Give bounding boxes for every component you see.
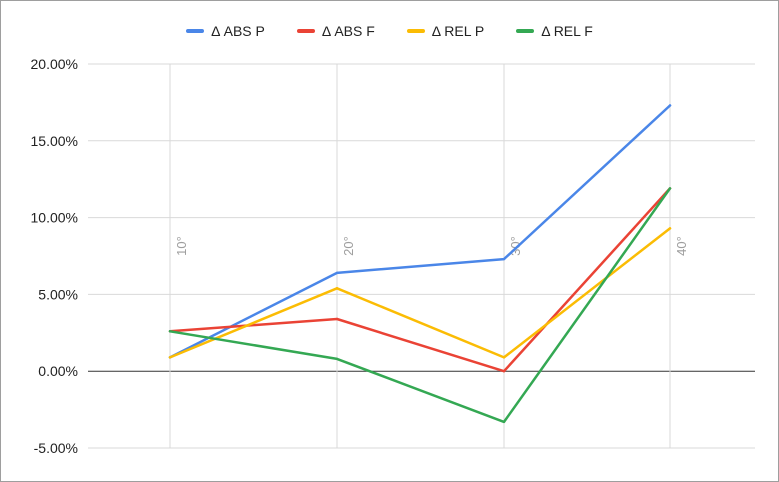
data-point-rel-p[interactable] (168, 356, 172, 359)
legend-swatch-rel-f (516, 29, 535, 33)
data-point-rel-f[interactable] (668, 187, 672, 190)
data-point-abs-f[interactable] (335, 317, 339, 321)
data-point-rel-f[interactable] (335, 357, 339, 361)
y-tick-label: 5.00% (38, 286, 78, 302)
legend-label-rel-p: Δ REL P (431, 23, 485, 39)
y-tick-label: 20.00% (31, 56, 78, 72)
legend-label-rel-f: Δ REL F (541, 23, 593, 39)
data-point-rel-p[interactable] (335, 287, 339, 290)
series-line-abs-f[interactable] (168, 187, 672, 373)
legend-item-abs-f[interactable]: Δ ABS F (296, 23, 375, 39)
data-point-abs-p[interactable] (335, 271, 339, 275)
x-tick-label: 20° (341, 236, 356, 256)
data-point-rel-f[interactable] (168, 330, 172, 333)
series-line-rel-f[interactable] (168, 187, 672, 424)
y-tick-label: 15.00% (31, 133, 78, 149)
data-point-rel-p[interactable] (502, 356, 506, 359)
legend-swatch-rel-p (406, 29, 425, 33)
x-tick-label: 40° (674, 236, 689, 256)
legend-swatch-abs-f (296, 29, 315, 33)
legend-item-abs-p[interactable]: Δ ABS P (186, 23, 265, 39)
data-point-rel-p[interactable] (668, 227, 672, 230)
legend-label-abs-f: Δ ABS F (321, 23, 375, 39)
legend-item-rel-p[interactable]: Δ REL P (406, 23, 485, 39)
legend-item-rel-f[interactable]: Δ REL F (516, 23, 593, 39)
legend-swatch-abs-p (186, 29, 205, 33)
y-tick-label: -5.00% (34, 440, 78, 456)
data-point-abs-p[interactable] (502, 257, 506, 261)
x-tick-label: 10° (174, 236, 189, 256)
y-tick-label: 10.00% (31, 210, 78, 226)
data-point-rel-f[interactable] (502, 420, 506, 424)
series-line-abs-p[interactable] (168, 104, 672, 359)
y-tick-label: 0.00% (38, 363, 78, 379)
data-point-abs-f[interactable] (502, 370, 506, 373)
series-line-rel-p[interactable] (168, 227, 672, 359)
data-point-abs-p[interactable] (668, 104, 672, 107)
legend-label-abs-p: Δ ABS P (211, 23, 265, 39)
chart-legend: Δ ABS P Δ ABS F Δ REL P Δ REL F (0, 19, 779, 43)
